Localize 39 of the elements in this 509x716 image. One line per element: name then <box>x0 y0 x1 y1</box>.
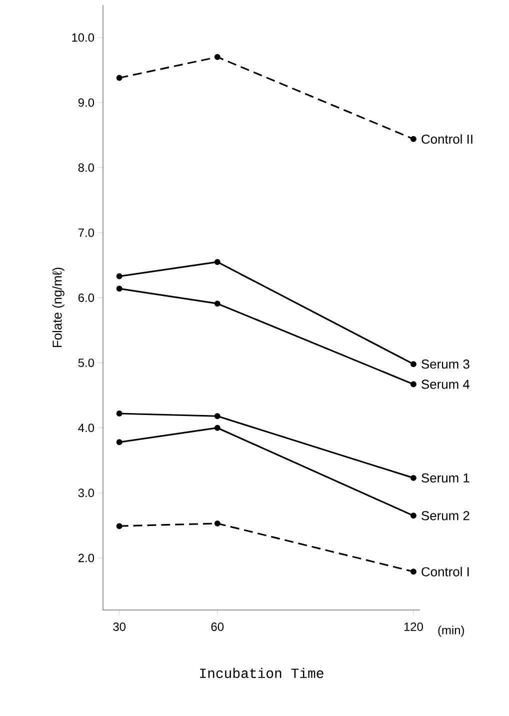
series-label: Serum 2 <box>422 511 470 520</box>
x-axis-title: Incubation Time <box>200 668 324 678</box>
point <box>116 273 122 280</box>
point <box>116 74 122 81</box>
y-tick-label: 3.0 <box>78 488 94 498</box>
y-tick-label: 4.0 <box>78 424 94 432</box>
text: (min) <box>438 626 464 637</box>
point <box>410 361 416 368</box>
point <box>214 300 220 307</box>
y-tick-label: 5.0 <box>78 358 94 368</box>
point <box>410 512 416 519</box>
series-label: Control II <box>422 134 472 144</box>
x-tick-label: 120 <box>404 622 423 631</box>
y-tick-label: 8.0 <box>78 163 94 172</box>
y-tick-label: 6.0 <box>78 294 94 302</box>
point <box>116 523 122 530</box>
point <box>214 413 220 420</box>
y-tick-label: 10.0 <box>72 33 94 42</box>
point <box>214 520 220 526</box>
y-axis-title: Folate (ng/mℓ) <box>52 268 64 348</box>
series-label: Serum 3 <box>422 360 470 369</box>
point <box>214 424 220 431</box>
series-label: Serum 1 <box>422 473 470 483</box>
x-tick-label: 30 <box>113 622 126 631</box>
point <box>410 568 416 575</box>
point <box>410 381 416 388</box>
y-tick-label: 2.0 <box>78 554 94 562</box>
point <box>410 136 416 142</box>
point <box>410 474 416 481</box>
point <box>116 286 122 292</box>
point <box>214 54 220 60</box>
x-tick-label: 60 <box>211 622 224 631</box>
point <box>116 439 122 446</box>
y-tick-label: 7.0 <box>78 228 94 237</box>
point <box>116 410 122 417</box>
series-label: Control I <box>422 566 469 576</box>
y-tick-label: 9.0 <box>78 98 94 107</box>
series-label: Serum 4 <box>422 380 470 389</box>
point <box>214 258 220 265</box>
